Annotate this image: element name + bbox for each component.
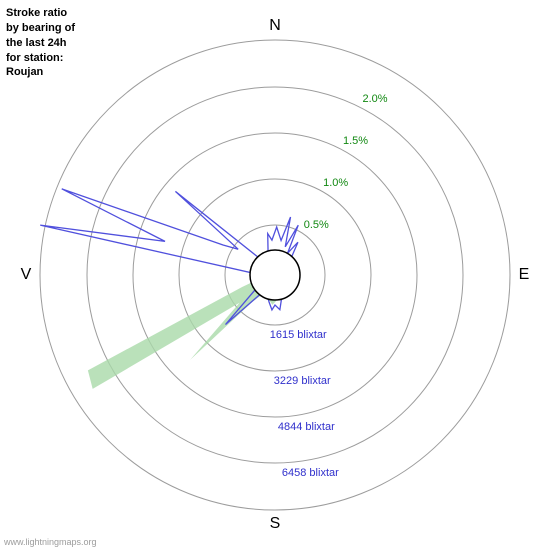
- center-circle: [250, 250, 300, 300]
- pct-label: 2.0%: [362, 93, 387, 105]
- green-series: [88, 275, 281, 389]
- polar-chart-svg: [0, 0, 550, 550]
- pct-label: 0.5%: [304, 219, 329, 231]
- blixtar-label: 1615 blixtar: [270, 329, 327, 341]
- pct-label: 1.0%: [323, 177, 348, 189]
- compass-label-s: S: [270, 515, 281, 533]
- blixtar-label: 3229 blixtar: [274, 375, 331, 387]
- pct-label: 1.5%: [343, 135, 368, 147]
- blixtar-label: 4844 blixtar: [278, 421, 335, 433]
- blixtar-label: 6458 blixtar: [282, 467, 339, 479]
- footer-attribution: www.lightningmaps.org: [4, 537, 97, 547]
- compass-label-e: E: [519, 266, 530, 284]
- compass-label-n: N: [269, 17, 281, 35]
- chart-container: Stroke ratio by bearing of the last 24h …: [0, 0, 550, 550]
- compass-label-v: V: [21, 266, 32, 284]
